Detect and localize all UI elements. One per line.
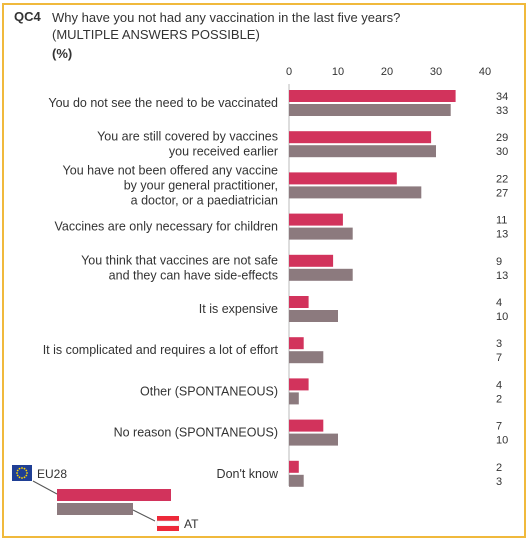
- bar-eu28: [289, 419, 324, 432]
- eu-flag-star: [23, 476, 26, 479]
- value-label-eu28: 2: [496, 462, 502, 474]
- category-label: You are still covered by vaccines: [97, 130, 278, 144]
- value-label-at: 27: [496, 187, 508, 199]
- value-label-eu28: 34: [496, 91, 508, 103]
- bar-eu28: [289, 378, 309, 391]
- value-label-eu28: 9: [496, 256, 502, 268]
- bar-eu28: [289, 296, 309, 308]
- eu-flag-star: [21, 467, 23, 469]
- legend-bar-eu28: [57, 489, 171, 501]
- value-label-at: 33: [496, 105, 508, 117]
- legend-label-eu28: EU28: [37, 467, 67, 481]
- bar-eu28: [289, 172, 397, 185]
- legend-label-at: AT: [184, 517, 199, 531]
- category-label: It is complicated and requires a lot of …: [43, 343, 279, 357]
- x-tick-label: 10: [332, 66, 344, 78]
- bar-eu28: [289, 337, 304, 350]
- austria-flag-stripe: [156, 520, 180, 527]
- value-label-eu28: 11: [496, 215, 507, 227]
- eu-flag-star: [18, 476, 21, 479]
- category-label: You think that vaccines are not safe: [81, 253, 278, 267]
- bar-at: [289, 474, 304, 487]
- value-label-at: 13: [496, 229, 508, 241]
- bar-at: [289, 310, 338, 322]
- bar-eu28: [289, 131, 432, 144]
- value-label-eu28: 4: [496, 297, 502, 309]
- value-label-at: 10: [496, 435, 508, 447]
- austria-flag-icon: [157, 516, 179, 521]
- bar-eu28: [289, 254, 334, 267]
- eu-flag-star: [23, 467, 26, 470]
- value-label-at: 30: [496, 146, 508, 158]
- value-label-at: 7: [496, 352, 502, 364]
- category-label: a doctor, or a paediatrician: [131, 193, 278, 207]
- bar-at: [289, 392, 299, 405]
- question-subtext: (MULTIPLE ANSWERS POSSIBLE): [52, 27, 260, 42]
- category-label: You do not see the need to be vaccinated: [48, 96, 278, 110]
- category-label: You have not been offered any vaccine: [63, 163, 278, 177]
- bar-at: [289, 351, 324, 364]
- category-label: It is expensive: [199, 302, 278, 316]
- question-title: Why have you not had any vaccination in …: [52, 10, 401, 25]
- bar-at: [289, 145, 436, 158]
- bar-at: [289, 227, 353, 240]
- legend-bar-at: [57, 503, 133, 515]
- eu-flag-star: [16, 472, 18, 474]
- legend-pointer-at: [132, 509, 156, 522]
- category-label: and they can have side-effects: [109, 268, 278, 282]
- austria-flag-stripe: [157, 526, 179, 531]
- bar-eu28: [289, 90, 456, 102]
- category-label: Other (SPONTANEOUS): [140, 384, 278, 398]
- value-label-at: 3: [496, 476, 502, 488]
- question-code: QC4: [14, 9, 41, 24]
- unit-label: (%): [52, 46, 73, 61]
- value-label-eu28: 4: [496, 379, 502, 391]
- x-tick-label: 30: [430, 66, 442, 78]
- x-tick-label: 0: [286, 66, 292, 78]
- eu-flag-icon: [12, 465, 32, 481]
- category-label: by your general practitioner,: [124, 178, 278, 192]
- bar-at: [289, 104, 451, 116]
- bar-eu28: [289, 460, 299, 473]
- eu-flag-star: [25, 469, 28, 472]
- category-label: No reason (SPONTANEOUS): [114, 426, 278, 440]
- legend-pointer-eu28: [32, 480, 58, 495]
- value-label-eu28: 29: [496, 132, 508, 144]
- eu-flag-star: [26, 472, 28, 474]
- x-tick-label: 20: [381, 66, 393, 78]
- value-label-eu28: 22: [496, 173, 508, 185]
- eu-flag-star: [16, 474, 19, 477]
- eu-flag-star: [16, 469, 19, 472]
- category-label: you received earlier: [169, 145, 278, 159]
- category-label: Vaccines are only necessary for children: [55, 220, 279, 234]
- category-label: Don't know: [217, 467, 279, 481]
- value-label-eu28: 3: [496, 338, 502, 350]
- value-label-at: 2: [496, 393, 502, 405]
- eu-flag-star: [18, 467, 21, 470]
- eu-flag-star: [21, 477, 23, 479]
- value-label-at: 13: [496, 270, 508, 282]
- bar-at: [289, 433, 338, 446]
- value-label-eu28: 7: [496, 421, 502, 433]
- bar-at: [289, 186, 422, 199]
- value-label-at: 10: [496, 311, 508, 323]
- question-text: Why have you not had any vaccination in …: [52, 9, 492, 43]
- eu-flag-star: [25, 474, 28, 477]
- bar-at: [289, 268, 353, 281]
- bar-eu28: [289, 213, 343, 226]
- x-tick-label: 40: [479, 66, 491, 78]
